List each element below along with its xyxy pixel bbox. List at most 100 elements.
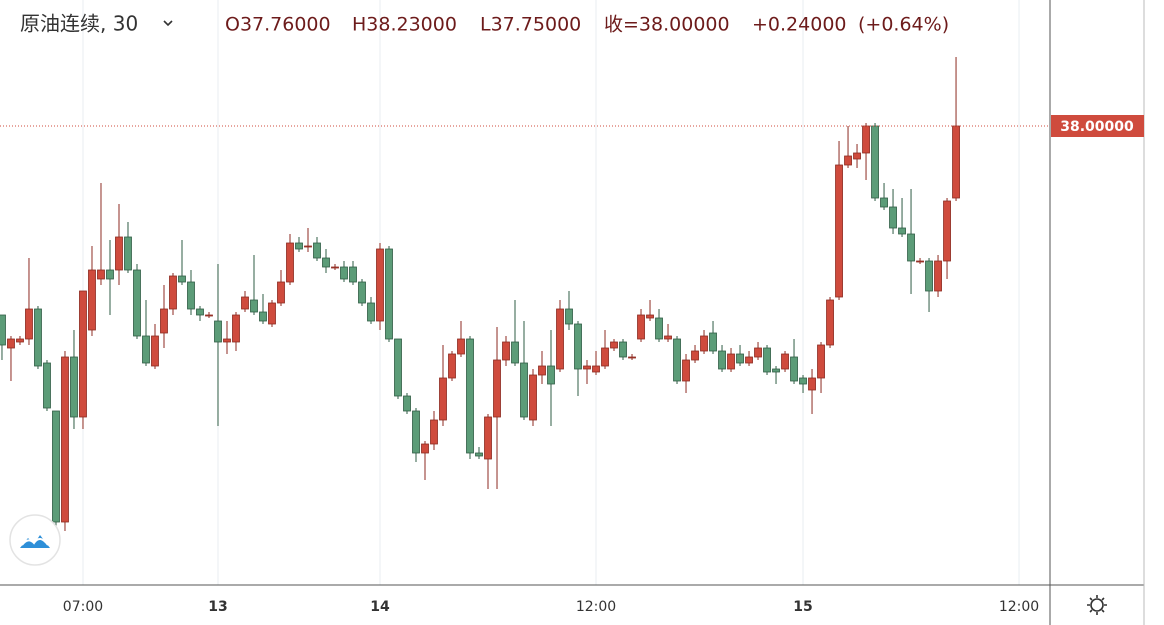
ohlc-label: L37.75000 (480, 14, 581, 36)
candle-body (745, 356, 753, 364)
x-tick-label: 12:00 (999, 599, 1039, 615)
candle-body (142, 335, 150, 364)
candle-body (610, 341, 618, 349)
candle-body (403, 395, 411, 412)
candle-body (169, 275, 177, 310)
candle-body (511, 341, 519, 364)
candle-body (178, 275, 186, 283)
candle-body (871, 125, 879, 199)
candles (0, 57, 960, 534)
candle-body (160, 308, 168, 334)
candle-body (898, 227, 906, 235)
candle-body (187, 281, 195, 310)
candle-body (754, 347, 762, 358)
candle-body (196, 308, 204, 316)
logo[interactable] (9, 514, 61, 566)
candle-body (934, 260, 942, 292)
candle-body (520, 362, 528, 418)
candle-body (151, 335, 159, 367)
candle-body (952, 125, 960, 199)
candle-body (97, 269, 105, 280)
candle-body (349, 266, 357, 283)
candle-body (763, 347, 771, 373)
axis: 07:00 13 14 12:00 15 12:00 38.00000 (0, 115, 1144, 615)
candle-body (430, 419, 438, 445)
candle-body (889, 206, 897, 229)
candle-body (475, 452, 483, 457)
interval-chevron[interactable] (163, 20, 173, 27)
candle-body (592, 365, 600, 373)
candle-body (88, 269, 96, 331)
candle-body (943, 200, 951, 262)
last-price-tag (1051, 115, 1144, 137)
candle-body (547, 365, 555, 385)
candle-body (70, 356, 78, 418)
candle-body (79, 290, 87, 418)
candle-body (601, 347, 609, 367)
ohlc-label: O37.76000 (225, 14, 331, 36)
candle-body (322, 257, 330, 268)
candle-body (115, 236, 123, 271)
candle-body (916, 260, 924, 263)
candle-body (466, 338, 474, 454)
candle-body (412, 410, 420, 454)
candle-body (628, 356, 636, 359)
candle-body (799, 377, 807, 385)
candle-body (691, 350, 699, 361)
candle-body (16, 338, 24, 343)
candle-body (331, 266, 339, 269)
candle-body (709, 332, 717, 352)
candle-body (376, 248, 384, 322)
candle-body (277, 281, 285, 304)
candle-body (367, 302, 375, 322)
candle-body (556, 308, 564, 370)
candle-body (529, 374, 537, 421)
candle-body (295, 242, 303, 250)
candle-body (853, 152, 861, 160)
x-tick-label: 13 (208, 599, 227, 615)
candle-body (727, 353, 735, 370)
candle-body (565, 308, 573, 325)
candle-body (862, 125, 870, 154)
candle-body (664, 335, 672, 340)
candle-body (619, 341, 627, 358)
x-tick-label: 12:00 (576, 599, 616, 615)
x-tick-label: 15 (793, 599, 812, 615)
candle-body (736, 353, 744, 364)
candle-body (835, 164, 843, 298)
candle-body (223, 338, 231, 343)
candle-body (718, 350, 726, 370)
candle-body (241, 296, 249, 310)
candle-body (124, 236, 132, 271)
candle-body (655, 317, 663, 340)
candle-body (340, 266, 348, 280)
candle-body (214, 320, 222, 343)
candle-body (313, 242, 321, 259)
candle-body (673, 338, 681, 382)
candle-body (34, 308, 42, 367)
candle-body (43, 362, 51, 409)
ohlc-label: +0.24000 (752, 14, 847, 36)
candle-body (457, 338, 465, 355)
candle-body (502, 341, 510, 361)
candle-body (133, 269, 141, 337)
candle-body (700, 335, 708, 352)
candle-body (925, 260, 933, 292)
candle-body (421, 443, 429, 454)
candle-body (259, 311, 267, 322)
candle-body (826, 299, 834, 346)
candle-body (448, 353, 456, 379)
candle-body (844, 155, 852, 166)
candle-body (268, 302, 276, 325)
x-tick-label: 07:00 (63, 599, 103, 615)
candle-body (574, 323, 582, 370)
candle-body (304, 245, 312, 248)
candle-body (493, 359, 501, 418)
candle-body (106, 269, 114, 280)
candle-body (250, 299, 258, 313)
settings-icon[interactable] (1087, 595, 1107, 615)
candle-body (439, 377, 447, 421)
candle-body (7, 338, 15, 349)
